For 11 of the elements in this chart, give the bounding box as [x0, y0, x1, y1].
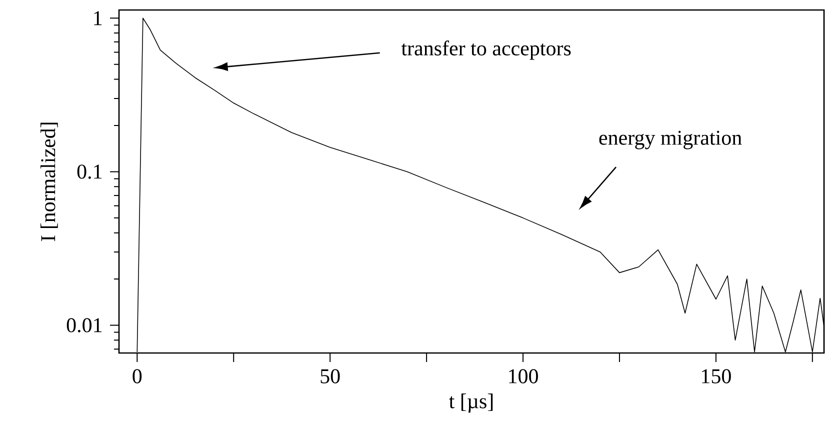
- x-tick-label: 50: [320, 369, 340, 384]
- y-axis-title: I [normalized]: [40, 122, 58, 242]
- annotation: energy migration: [599, 130, 742, 150]
- x-tick-label: 100: [509, 369, 538, 384]
- y-tick-label: 0.01: [66, 318, 102, 332]
- y-tick-label: 0.1: [77, 164, 102, 179]
- x-tick-label: 0: [132, 369, 142, 384]
- x-tick-label: 150: [702, 369, 731, 384]
- y-tick-label: 1: [94, 11, 102, 26]
- annotation: transfer to acceptors: [401, 40, 571, 60]
- x-axis-title: t [µs]: [449, 394, 493, 413]
